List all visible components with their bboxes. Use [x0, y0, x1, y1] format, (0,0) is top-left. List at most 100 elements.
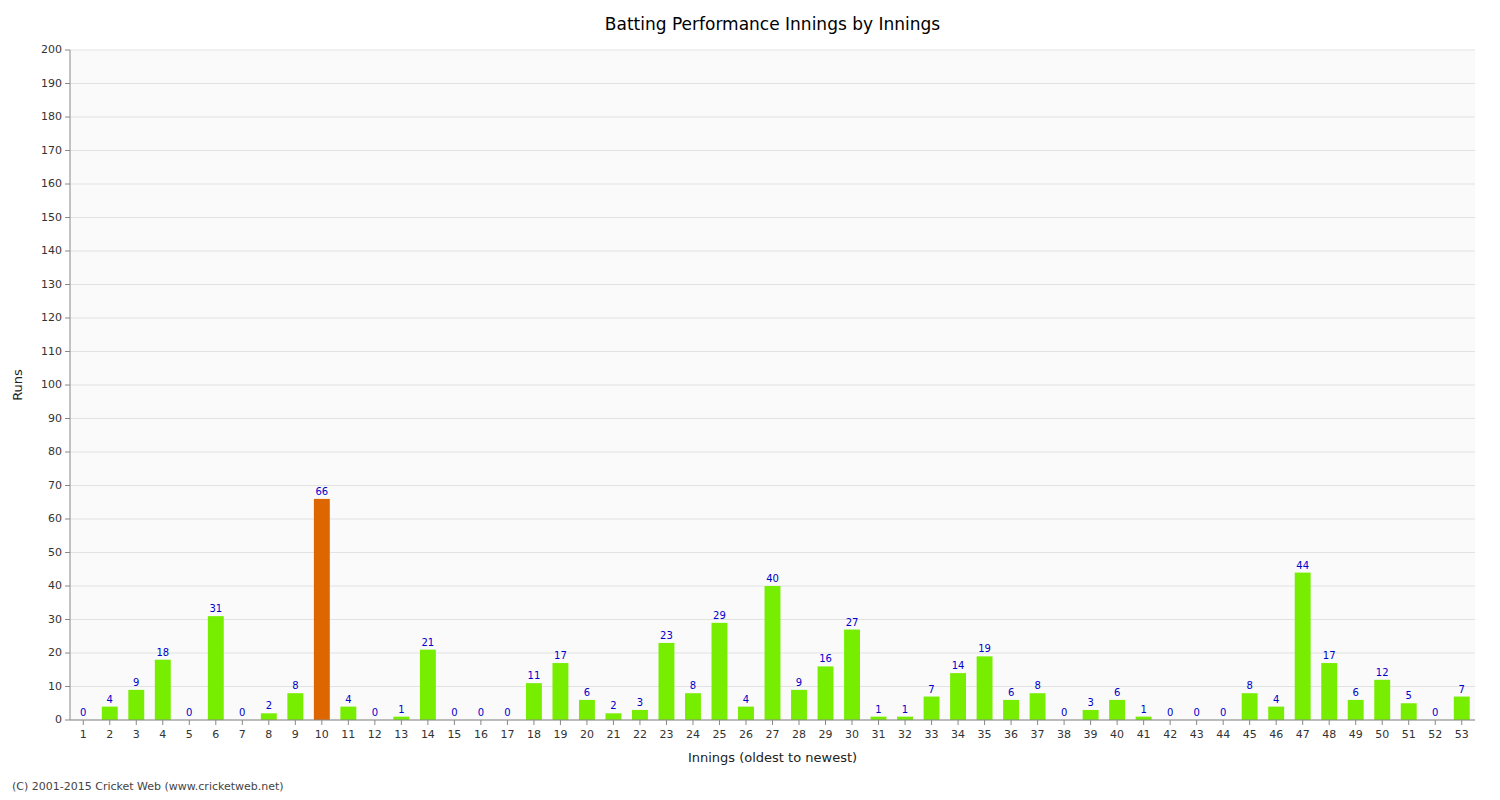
- y-axis: 0102030405060708090100110120130140150160…: [41, 43, 70, 726]
- x-tick: [878, 720, 879, 725]
- data-label: 0: [451, 707, 457, 718]
- y-tick-label: 190: [41, 77, 62, 90]
- y-tick-label: 180: [41, 110, 62, 123]
- data-label: 8: [1034, 680, 1040, 691]
- bar: [977, 656, 993, 720]
- y-tick-label: 90: [48, 412, 62, 425]
- bar: [685, 693, 701, 720]
- y-tick: [65, 619, 70, 620]
- data-label: 0: [1193, 707, 1199, 718]
- data-label: 0: [478, 707, 484, 718]
- data-label: 8: [1246, 680, 1252, 691]
- data-label: 4: [743, 694, 749, 705]
- data-label: 9: [796, 677, 802, 688]
- bar: [155, 660, 171, 720]
- data-label: 16: [819, 653, 832, 664]
- x-tick-label: 51: [1402, 728, 1416, 741]
- x-tick: [692, 720, 693, 725]
- y-tick-label: 120: [41, 311, 62, 324]
- y-tick-label: 200: [41, 43, 62, 56]
- x-tick-label: 6: [212, 728, 219, 741]
- data-label: 3: [637, 697, 643, 708]
- y-tick-label: 60: [48, 512, 62, 525]
- x-tick: [533, 720, 534, 725]
- data-label: 3: [1087, 697, 1093, 708]
- grid-line: [70, 351, 1475, 352]
- x-tick: [1117, 720, 1118, 725]
- data-label: 12: [1376, 667, 1389, 678]
- bar: [420, 650, 436, 720]
- bar: [1454, 697, 1470, 720]
- x-tick: [1302, 720, 1303, 725]
- y-tick: [65, 217, 70, 218]
- x-tick: [215, 720, 216, 725]
- y-tick-label: 70: [48, 479, 62, 492]
- data-label: 0: [186, 707, 192, 718]
- grid-line: [70, 284, 1475, 285]
- x-tick: [799, 720, 800, 725]
- bar: [1136, 717, 1152, 720]
- bar: [1348, 700, 1364, 720]
- y-tick-label: 80: [48, 445, 62, 458]
- bar: [340, 707, 356, 720]
- y-tick-label: 0: [55, 713, 62, 726]
- x-tick-label: 13: [394, 728, 408, 741]
- data-label: 0: [80, 707, 86, 718]
- x-tick-label: 3: [133, 728, 140, 741]
- x-tick: [1064, 720, 1065, 725]
- x-tick-label: 45: [1243, 728, 1257, 741]
- chart-container: 0102030405060708090100110120130140150160…: [0, 0, 1500, 800]
- x-tick-label: 17: [500, 728, 514, 741]
- x-tick-label: 16: [474, 728, 488, 741]
- bar: [208, 616, 224, 720]
- x-axis: 1234567891011121314151617181920212223242…: [70, 720, 1475, 741]
- data-label: 6: [1114, 687, 1120, 698]
- x-tick: [666, 720, 667, 725]
- x-tick-label: 24: [686, 728, 700, 741]
- grid-line: [70, 117, 1475, 118]
- x-tick: [507, 720, 508, 725]
- data-label: 6: [1008, 687, 1014, 698]
- x-tick-label: 7: [239, 728, 246, 741]
- x-tick: [825, 720, 826, 725]
- x-tick: [454, 720, 455, 725]
- x-tick: [1249, 720, 1250, 725]
- x-tick: [162, 720, 163, 725]
- data-label: 4: [345, 694, 351, 705]
- x-tick: [1143, 720, 1144, 725]
- x-tick-label: 32: [898, 728, 912, 741]
- data-label: 0: [1432, 707, 1438, 718]
- x-tick-label: 25: [712, 728, 726, 741]
- bar: [1242, 693, 1258, 720]
- data-label: 0: [1167, 707, 1173, 718]
- bar: [1295, 573, 1311, 720]
- y-tick: [65, 418, 70, 419]
- x-tick-label: 2: [106, 728, 113, 741]
- data-label: 1: [902, 704, 908, 715]
- x-tick-label: 8: [265, 728, 272, 741]
- y-tick: [65, 83, 70, 84]
- data-label: 40: [766, 573, 779, 584]
- x-tick: [1223, 720, 1224, 725]
- x-tick: [1382, 720, 1383, 725]
- x-tick: [189, 720, 190, 725]
- bar: [659, 643, 675, 720]
- x-tick-label: 15: [447, 728, 461, 741]
- x-tick-label: 49: [1349, 728, 1363, 741]
- data-label: 1: [1140, 704, 1146, 715]
- x-tick: [480, 720, 481, 725]
- x-tick: [1196, 720, 1197, 725]
- bar: [632, 710, 648, 720]
- y-tick: [65, 351, 70, 352]
- x-tick-label: 26: [739, 728, 753, 741]
- bar: [1374, 680, 1390, 720]
- data-label: 7: [928, 684, 934, 695]
- x-tick: [745, 720, 746, 725]
- grid-line: [70, 552, 1475, 553]
- data-label: 0: [1220, 707, 1226, 718]
- y-axis-line: [70, 50, 71, 720]
- bar: [712, 623, 728, 720]
- x-tick-label: 4: [159, 728, 166, 741]
- data-labels: 0491803102866401210001117623238294409162…: [80, 486, 1465, 718]
- x-tick: [586, 720, 587, 725]
